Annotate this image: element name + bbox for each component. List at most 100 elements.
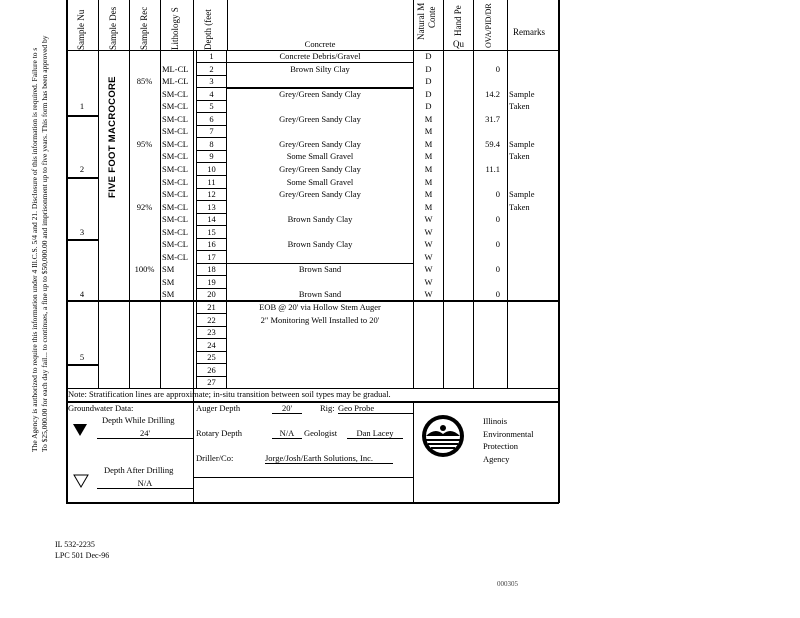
ova-cell — [474, 75, 500, 87]
agency-line-3: Protection — [483, 441, 518, 451]
moisture-cell — [414, 314, 443, 326]
description-cell: EOB @ 20' via Hollow Stem Auger — [259, 302, 381, 312]
moisture-cell: W — [424, 264, 433, 275]
ova-cell — [474, 50, 500, 62]
lithology-cell: SM-CL — [162, 88, 188, 99]
legal-notice-line-1: The Agency is authorized to require this… — [30, 47, 39, 452]
description-cell: 2" Monitoring Well Installed to 20' — [260, 314, 380, 325]
ova-cell — [474, 314, 500, 326]
lithology-cell: SM-CL — [162, 201, 188, 212]
header-sample-number: Sample Nu — [76, 9, 86, 50]
driller-value: Jorge/Josh/Earth Solutions, Inc. — [265, 453, 393, 464]
lithology-cell: SM-CL — [162, 113, 188, 124]
lithology-cell: SM — [162, 264, 175, 275]
moisture-cell: D — [425, 63, 432, 74]
description-cell — [227, 351, 413, 363]
sample-number: 5 — [79, 352, 85, 363]
header-moisture-line-2: Conte — [427, 6, 437, 29]
lithology-cell: SM — [162, 276, 175, 287]
depth-cell: 1 — [196, 50, 227, 63]
ova-cell — [474, 376, 500, 388]
moisture-cell: M — [424, 126, 433, 137]
sample-description-text: FIVE FOOT MACROCORE — [107, 76, 118, 198]
form-number: IL 532-2235 — [55, 540, 95, 549]
ova-cell — [474, 364, 500, 376]
depth-cell: 18 — [196, 263, 227, 277]
header-moisture-line-1: Natural M — [416, 2, 426, 40]
description-cell: Concrete Debris/Gravel — [279, 51, 361, 61]
description-cell: Grey/Green Sandy Clay — [279, 113, 361, 124]
geologist-label: Geologist — [304, 428, 338, 438]
stratification-note: Note: Stratification lines are approxima… — [68, 389, 391, 399]
sample-recovery: 92% — [136, 201, 153, 212]
moisture-cell: M — [424, 163, 433, 174]
depth-cell: 10 — [196, 162, 227, 176]
description-cell — [227, 339, 413, 351]
ova-cell — [474, 251, 500, 263]
depth-cell: 15 — [196, 225, 227, 239]
remarks-cell: Taken — [509, 151, 530, 162]
moisture-cell — [414, 326, 443, 338]
rig-value: Geo Probe — [338, 403, 413, 414]
auger-depth-label: Auger Depth — [196, 403, 241, 413]
lithology-cell: SM-CL — [162, 226, 188, 237]
agency-line-1: Illinois — [483, 416, 508, 426]
moisture-cell: W — [424, 214, 433, 225]
ova-cell — [474, 276, 500, 288]
sample-number: 2 — [79, 163, 85, 174]
description-cell: Some Small Gravel — [286, 151, 354, 162]
sample-recovery: 85% — [136, 76, 153, 87]
ova-cell: 0 — [495, 264, 500, 275]
rotary-depth-label: Rotary Depth — [196, 428, 243, 438]
remarks-cell: Sample — [509, 138, 535, 149]
depth-cell: 17 — [196, 250, 227, 264]
description-cell: Grey/Green Sandy Clay — [279, 163, 361, 174]
ova-cell: 14.2 — [485, 88, 500, 99]
ova-cell — [474, 176, 500, 188]
ova-cell — [474, 150, 500, 162]
moisture-cell — [414, 339, 443, 351]
header-lithology: Lithology S — [170, 7, 180, 50]
description-cell — [227, 100, 413, 112]
ova-cell — [474, 326, 500, 338]
moisture-cell: W — [424, 251, 433, 262]
geologist-value: Dan Lacey — [347, 428, 403, 439]
depth-after-drilling-value: N/A — [97, 478, 193, 489]
groundwater-title: Groundwater Data: — [68, 403, 134, 413]
header-sample-recovery: Sample Rec — [139, 6, 149, 50]
moisture-cell: M — [424, 151, 433, 162]
ova-cell — [474, 301, 500, 313]
moisture-cell: M — [424, 176, 433, 187]
depth-cell: 6 — [196, 112, 227, 126]
depth-cell: 11 — [196, 175, 227, 189]
ova-cell — [474, 201, 500, 213]
sample-number: 1 — [79, 101, 85, 112]
moisture-cell: W — [424, 239, 433, 250]
moisture-cell — [414, 301, 443, 313]
page-id: 000305 — [497, 580, 518, 588]
ova-cell — [474, 351, 500, 363]
depth-cell: 3 — [196, 75, 227, 89]
remarks-cell: Taken — [509, 201, 530, 212]
water-level-filled-triangle-icon — [73, 424, 87, 436]
depth-cell: 26 — [196, 363, 227, 377]
depth-cell: 20 — [196, 288, 227, 302]
depth-cell: 14 — [196, 213, 227, 227]
sample-recovery: 95% — [136, 138, 153, 149]
depth-while-drilling-label: Depth While Drilling — [102, 415, 175, 425]
depth-cell: 27 — [196, 376, 227, 390]
moisture-cell: M — [424, 138, 433, 149]
agency-line-2: Environmental — [483, 428, 534, 439]
depth-cell: 22 — [196, 313, 227, 327]
sample-number: 4 — [79, 289, 85, 300]
description-cell — [227, 125, 413, 137]
sample-recovery: 100% — [134, 264, 155, 275]
description-cell: Some Small Gravel — [286, 176, 354, 187]
ova-cell: 11.1 — [485, 163, 500, 174]
depth-cell: 5 — [196, 100, 227, 114]
lithology-cell: SM — [162, 289, 175, 300]
moisture-cell: D — [425, 76, 432, 87]
legal-notice-line-2: To $25,000.00 for each day fail... to co… — [40, 35, 49, 452]
depth-cell: 8 — [196, 137, 227, 151]
depth-cell: 12 — [196, 188, 227, 202]
